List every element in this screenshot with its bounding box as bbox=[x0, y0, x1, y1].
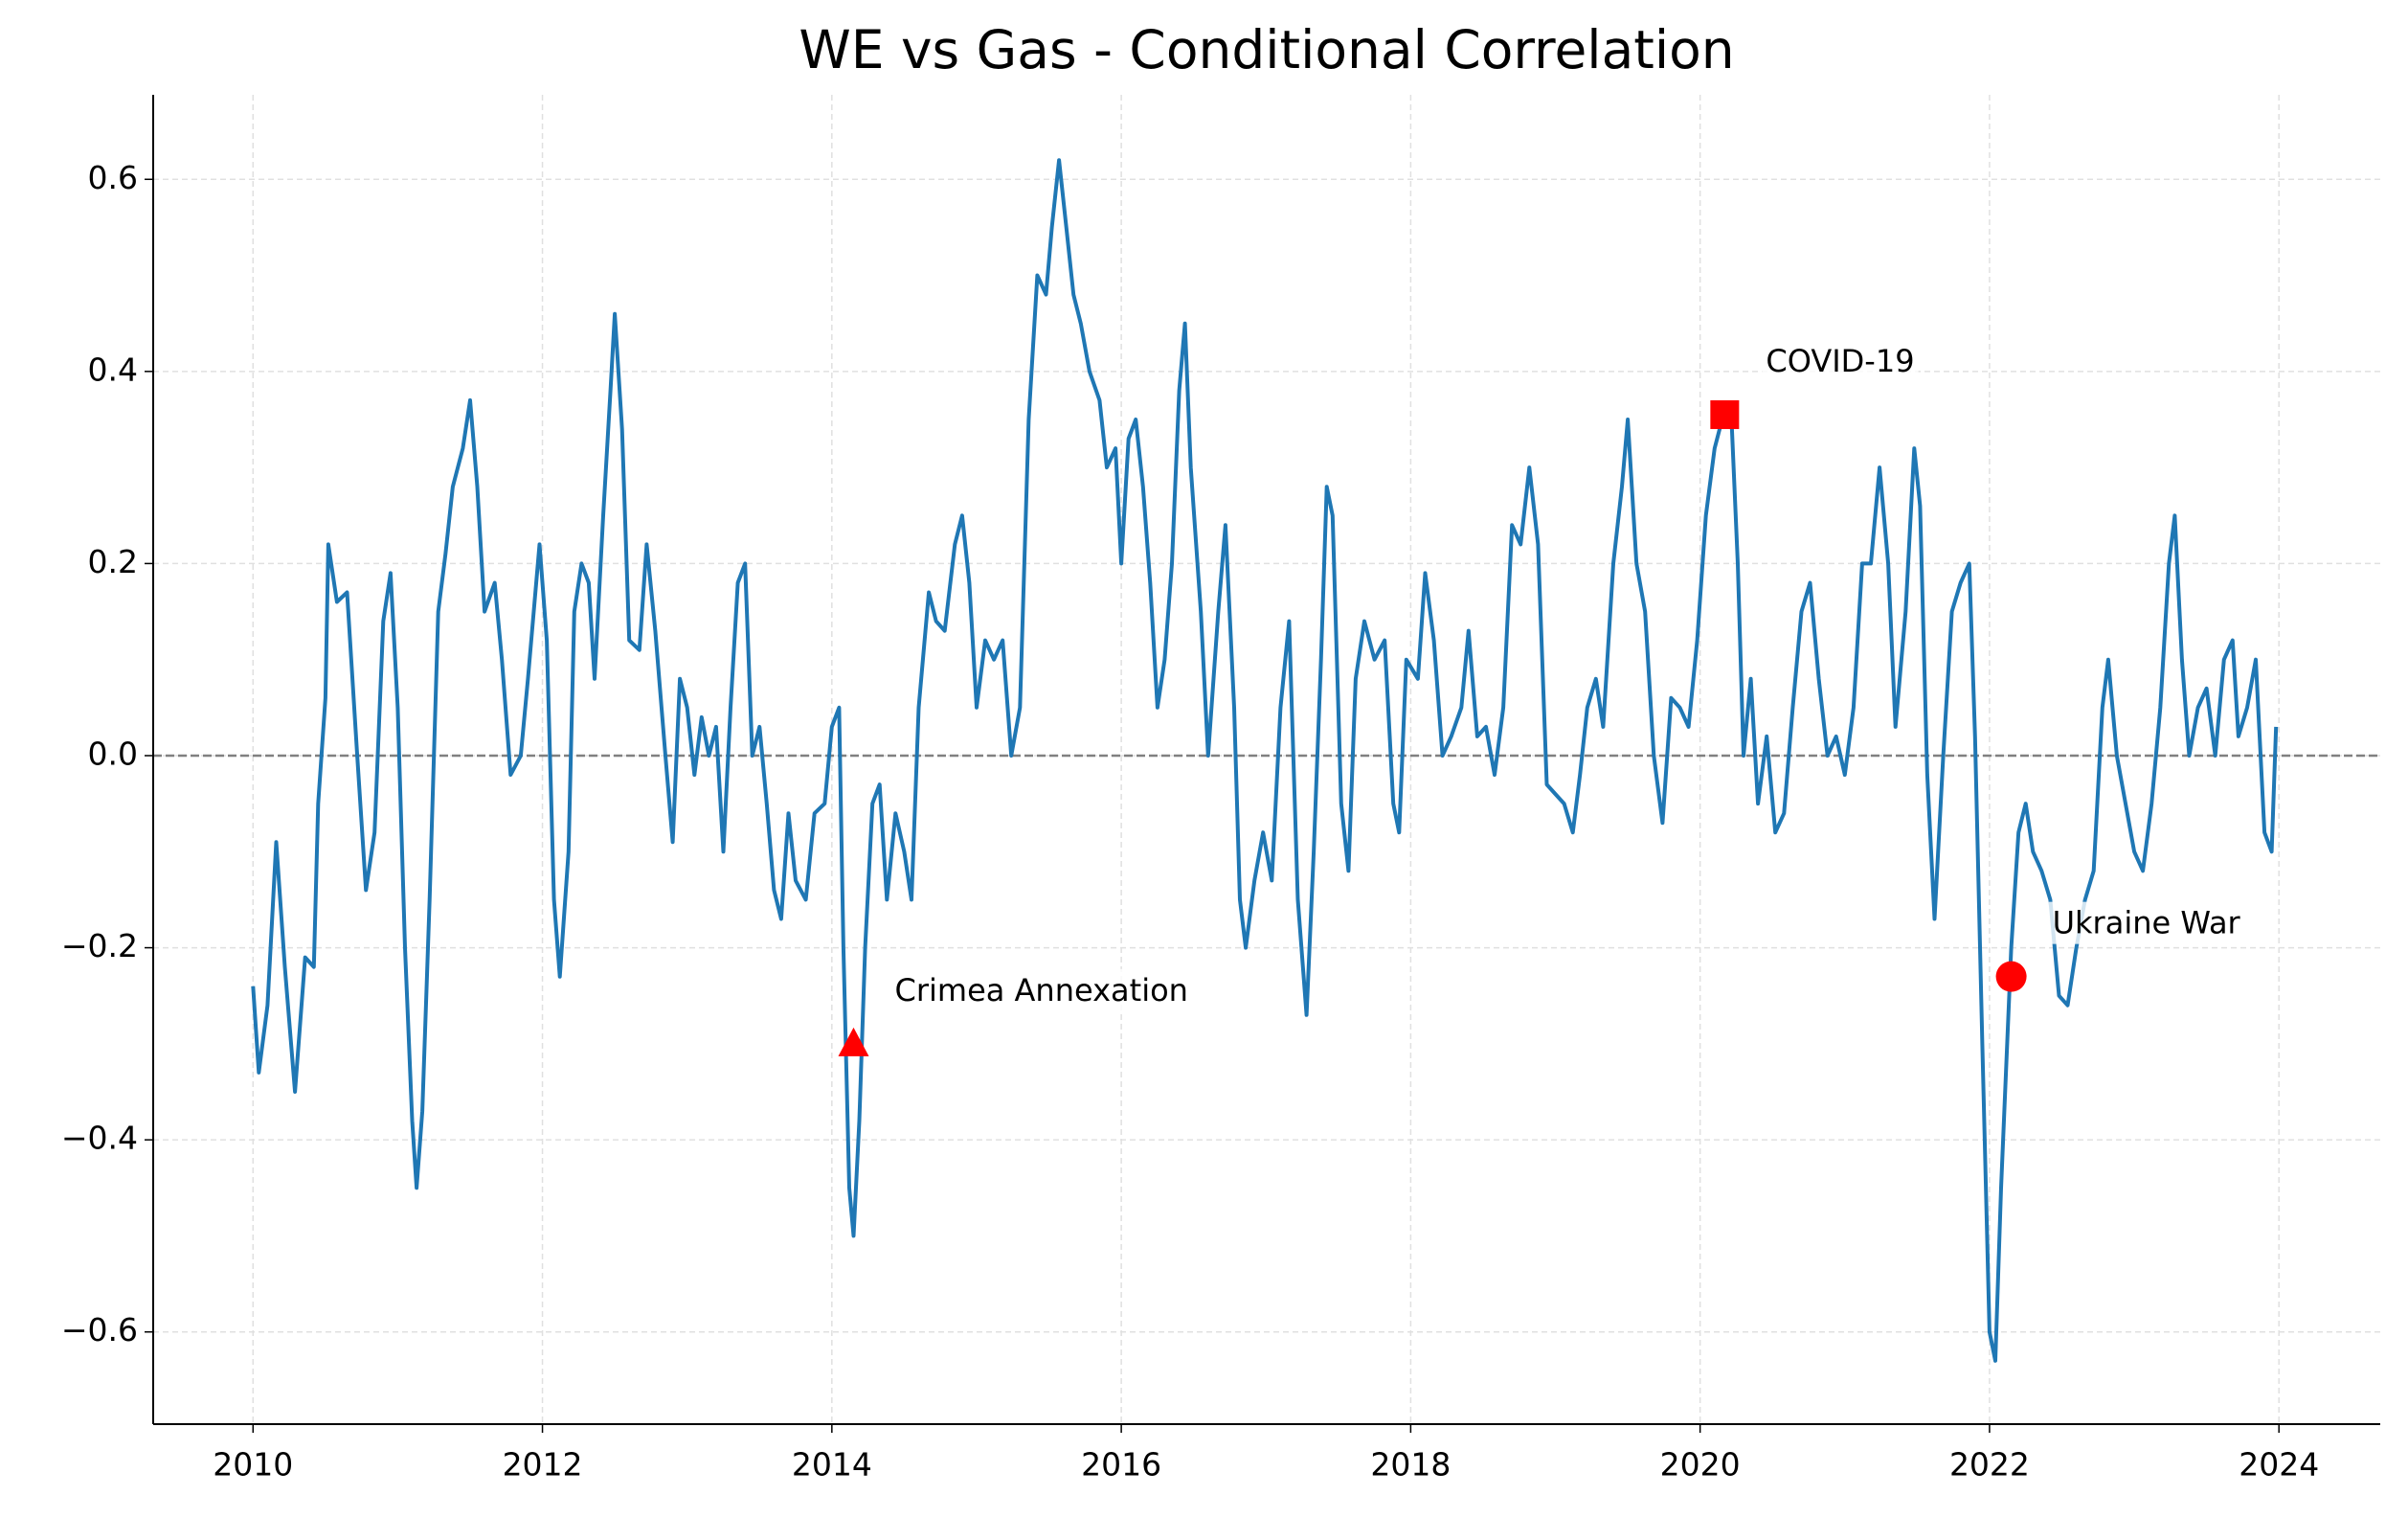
annotation-marker bbox=[1710, 399, 1740, 429]
annotation-background bbox=[2048, 901, 2245, 944]
y-tick-label: 0.2 bbox=[88, 543, 138, 580]
chart-title: WE vs Gas - Conditional Correlation bbox=[799, 19, 1734, 80]
annotation-label: COVID-19 bbox=[1766, 343, 1914, 379]
x-tick-label: 2018 bbox=[1370, 1446, 1451, 1484]
annotation: Crimea Annexation bbox=[890, 968, 1192, 1011]
x-tick-label: 2012 bbox=[503, 1446, 583, 1484]
series-line bbox=[251, 158, 2279, 1363]
x-tick-label: 2014 bbox=[792, 1446, 872, 1484]
annotation-marker bbox=[1995, 961, 2027, 992]
y-tick-label: −0.2 bbox=[61, 927, 138, 964]
x-tick-label: 2010 bbox=[213, 1446, 293, 1484]
y-tick-label: 0.6 bbox=[88, 159, 138, 196]
y-tick-label: 0.0 bbox=[88, 735, 138, 772]
x-tick-label: 2016 bbox=[1081, 1446, 1161, 1484]
x-tick-label: 2020 bbox=[1660, 1446, 1741, 1484]
annotation-label: Crimea Annexation bbox=[895, 972, 1188, 1008]
annotation-label: Ukraine War bbox=[2053, 905, 2241, 941]
annotation-background bbox=[1762, 339, 1919, 382]
x-tick-label: 2022 bbox=[1949, 1446, 2030, 1484]
y-tick-label: −0.6 bbox=[61, 1311, 138, 1348]
annotation: COVID-19 bbox=[1762, 339, 1919, 382]
annotation-marker bbox=[838, 1027, 869, 1056]
y-tick-label: 0.4 bbox=[88, 351, 138, 388]
x-tick-label: 2024 bbox=[2239, 1446, 2319, 1484]
y-tick-label: −0.4 bbox=[61, 1120, 138, 1157]
annotation: Ukraine War bbox=[2048, 901, 2245, 944]
annotation-background bbox=[890, 968, 1192, 1011]
